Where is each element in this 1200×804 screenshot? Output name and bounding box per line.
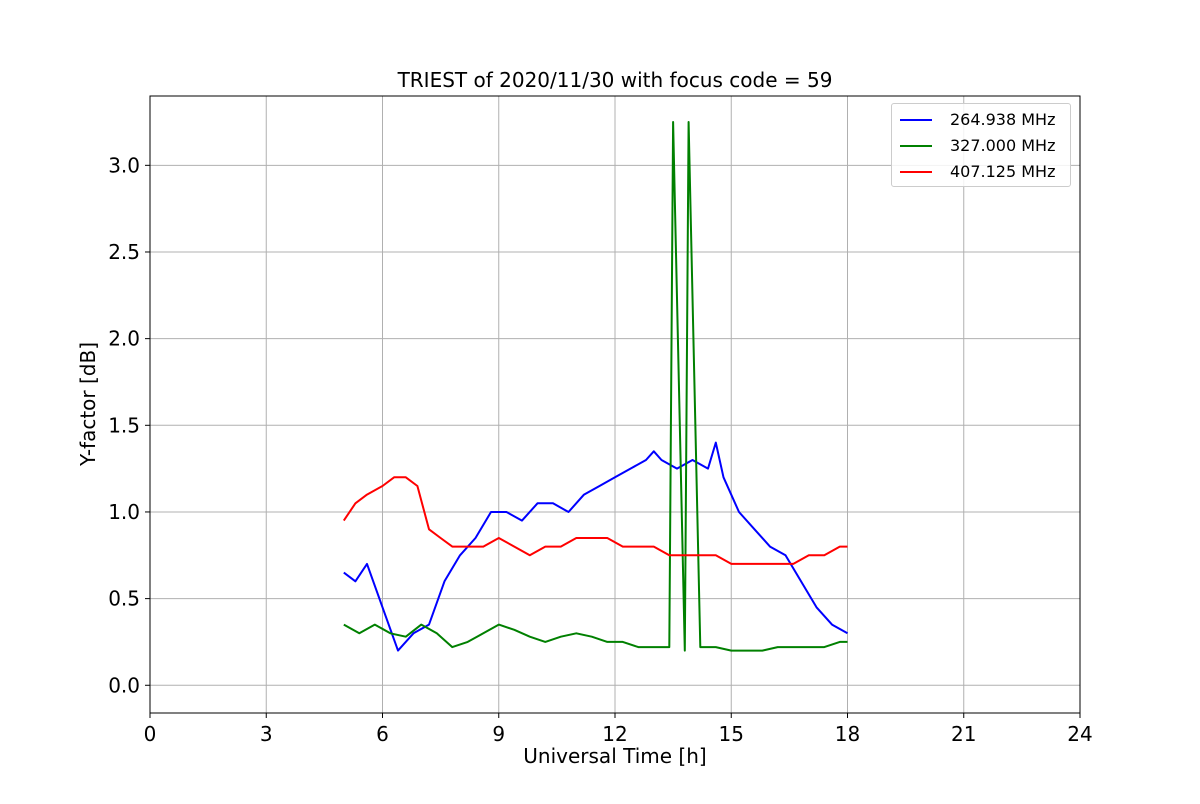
y-tick-label: 0.5	[108, 587, 140, 611]
y-tick-label: 1.0	[108, 500, 140, 524]
y-tick-label: 2.0	[108, 327, 140, 351]
legend-swatch	[900, 119, 932, 121]
y-axis-label: Y-factor [dB]	[76, 341, 100, 467]
legend-label: 327.000 MHz	[950, 136, 1056, 155]
x-tick-label: 21	[951, 722, 976, 746]
legend-item: 327.000 MHz	[892, 136, 1070, 156]
legend: 264.938 MHz 327.000 MHz 407.125 MHz	[891, 103, 1071, 187]
legend-item: 264.938 MHz	[892, 110, 1070, 130]
x-tick-label: 18	[835, 722, 860, 746]
y-tick-label: 0.0	[108, 673, 140, 697]
y-tick-label: 1.5	[108, 413, 140, 437]
series-line	[343, 441, 848, 652]
x-tick-label: 24	[1067, 722, 1092, 746]
x-tick-label: 6	[376, 722, 389, 746]
x-tick-label: 12	[602, 722, 627, 746]
x-axis-label: Universal Time [h]	[523, 744, 707, 768]
legend-label: 407.125 MHz	[950, 162, 1056, 181]
chart-title: TRIEST of 2020/11/30 with focus code = 5…	[397, 68, 833, 92]
y-tick-label: 3.0	[108, 153, 140, 177]
legend-swatch	[900, 171, 932, 173]
legend-swatch	[900, 145, 932, 147]
x-tick-label: 9	[492, 722, 505, 746]
x-tick-label: 15	[719, 722, 744, 746]
series-line	[343, 121, 848, 652]
x-tick-label: 0	[144, 722, 157, 746]
y-tick-label: 2.5	[108, 240, 140, 264]
legend-item: 407.125 MHz	[892, 162, 1070, 182]
x-tick-label: 3	[260, 722, 273, 746]
legend-label: 264.938 MHz	[950, 110, 1056, 129]
series-line	[342, 476, 848, 565]
